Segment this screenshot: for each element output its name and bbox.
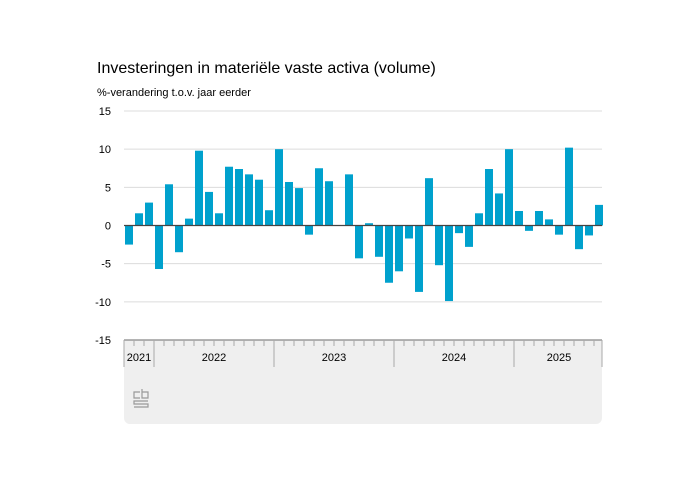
- bar: [175, 225, 183, 253]
- year-label: 2021: [127, 352, 151, 364]
- bar: [315, 168, 323, 226]
- bar: [125, 225, 133, 245]
- bar: [405, 225, 413, 239]
- bar: [155, 225, 163, 270]
- bar: [515, 210, 523, 226]
- cbs-logo-stroke: [141, 389, 149, 399]
- y-tick-label: 15: [99, 106, 111, 118]
- cbs-logo-icon: [133, 389, 149, 408]
- bar: [275, 149, 283, 226]
- bar: [385, 225, 393, 283]
- bar: [245, 174, 253, 226]
- bar: [145, 202, 153, 226]
- y-tick-label: 0: [105, 221, 111, 233]
- bar: [555, 225, 563, 235]
- bar: [475, 213, 483, 226]
- bar: [545, 219, 553, 226]
- bar: [455, 225, 463, 234]
- footer-panel: [124, 340, 602, 424]
- bar: [205, 191, 213, 226]
- chart-title: Investeringen in materiële vaste activa …: [97, 60, 436, 77]
- bar: [435, 225, 443, 266]
- bar: [195, 150, 203, 226]
- bar: [365, 223, 373, 226]
- bar: [355, 225, 363, 259]
- bar: [395, 225, 403, 272]
- year-label: 2023: [322, 352, 346, 364]
- bar: [425, 178, 433, 226]
- year-label: 2024: [442, 352, 466, 364]
- bar: [185, 218, 193, 226]
- bar: [165, 184, 173, 226]
- bar: [225, 166, 233, 226]
- cbs-logo-stroke: [133, 391, 140, 399]
- bar: [415, 225, 423, 292]
- footer-panel-top: [124, 340, 602, 348]
- bar: [265, 210, 273, 226]
- year-label: 2025: [547, 352, 571, 364]
- bar: [285, 181, 293, 226]
- bar: [505, 149, 513, 226]
- bar: [295, 188, 303, 226]
- y-tick-label: -10: [95, 297, 111, 309]
- y-tick-label: -15: [95, 335, 111, 347]
- bar: [495, 193, 503, 226]
- bar: [215, 213, 223, 226]
- bar: [465, 225, 473, 247]
- bar: [585, 225, 593, 236]
- bar: [345, 174, 353, 226]
- year-label: 2022: [202, 352, 226, 364]
- bar: [485, 169, 493, 226]
- y-axis-label: %-verandering t.o.v. jaar eerder: [97, 87, 251, 99]
- bar: [445, 225, 453, 302]
- y-tick-label: -5: [101, 259, 111, 271]
- bar: [305, 225, 313, 235]
- y-tick-label: 10: [99, 144, 111, 156]
- bar: [575, 225, 583, 250]
- y-tick-label: 5: [105, 182, 111, 194]
- bar: [525, 225, 533, 231]
- cbs-logo-stroke: [133, 400, 149, 408]
- bar: [375, 225, 383, 257]
- bar: [255, 179, 263, 226]
- bar: [535, 210, 543, 226]
- bar: [595, 204, 603, 226]
- bar: [135, 213, 143, 226]
- bar: [235, 169, 243, 226]
- bar: [565, 147, 573, 226]
- bar: [325, 181, 333, 226]
